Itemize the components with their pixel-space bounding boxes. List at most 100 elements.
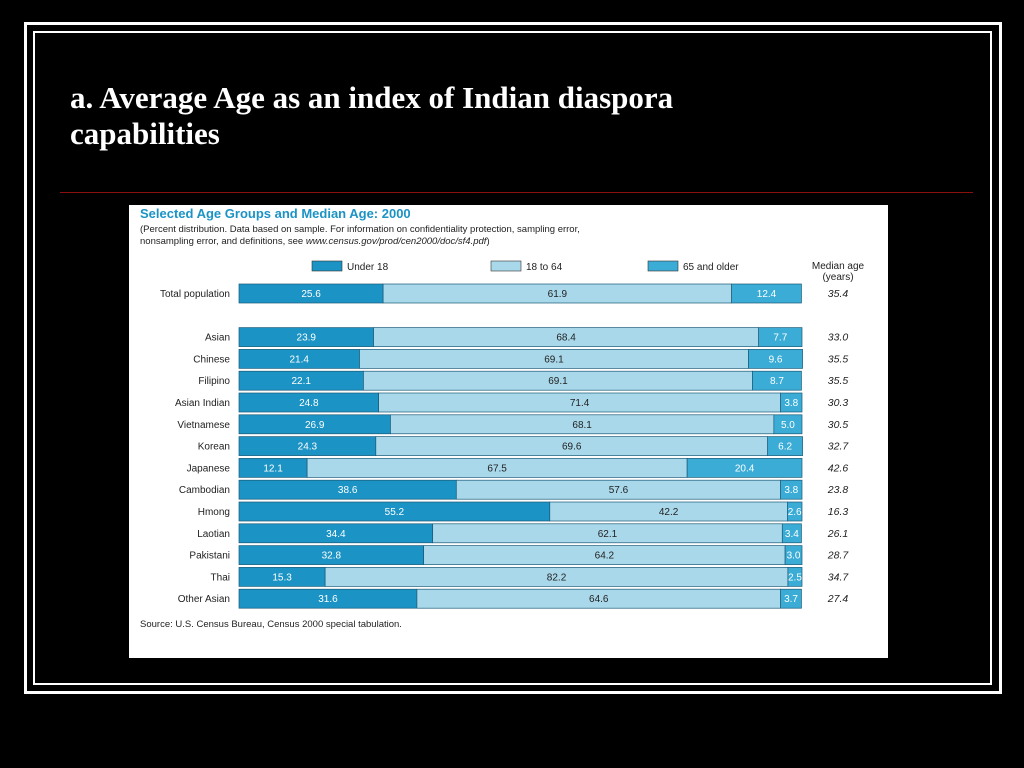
chart-subtitle-prefix: nonsampling error, and definitions, see <box>140 236 306 247</box>
value-label-other-asian-age18to64: 64.6 <box>589 594 609 605</box>
value-label-laotian-age18to64: 62.1 <box>598 529 618 540</box>
category-label-asian: Asian <box>205 333 230 344</box>
value-label-cambodian-under18: 38.6 <box>338 485 358 496</box>
bar-segment-filipino-age65plus <box>752 370 802 391</box>
bar-segment-cambodian-age65plus <box>780 479 803 500</box>
category-label-other-asian: Other Asian <box>178 594 230 605</box>
median-age-asian-indian: 30.3 <box>828 397 849 409</box>
bar-segment-vietnamese-age65plus <box>773 414 803 435</box>
value-label-korean-under18: 24.3 <box>298 442 318 453</box>
bar-segment-hmong-age65plus <box>787 501 803 522</box>
value-label-asian-indian-age18to64: 71.4 <box>570 398 590 409</box>
value-label-chinese-age65plus: 9.6 <box>769 354 783 365</box>
median-age-total-population: 35.4 <box>828 288 849 300</box>
value-label-pakistani-age65plus: 3.0 <box>787 551 801 562</box>
category-label-laotian: Laotian <box>197 529 230 540</box>
value-label-thai-under18: 15.3 <box>272 572 292 583</box>
median-age-asian: 33.0 <box>828 332 849 344</box>
category-label-korean: Korean <box>198 442 230 453</box>
median-age-vietnamese: 30.5 <box>828 419 849 431</box>
category-label-vietnamese: Vietnamese <box>177 420 230 431</box>
slide-title-line-1: a. Average Age as an index of Indian dia… <box>70 80 674 115</box>
chart-source: Source: U.S. Census Bureau, Census 2000 … <box>140 619 402 630</box>
value-label-japanese-age65plus: 20.4 <box>735 463 755 474</box>
value-label-total-population-under18: 25.6 <box>301 289 321 300</box>
chart-title: Selected Age Groups and Median Age: 2000 <box>140 206 411 221</box>
bar-segment-pakistani-age65plus <box>784 545 803 565</box>
value-label-cambodian-age65plus: 3.8 <box>784 485 798 496</box>
median-age-korean: 32.7 <box>828 441 850 453</box>
value-label-asian-indian-age65plus: 3.8 <box>784 398 798 409</box>
bar-segment-total-population-age65plus <box>731 283 802 304</box>
value-label-pakistani-under18: 32.8 <box>322 551 342 562</box>
value-label-laotian-age65plus: 3.4 <box>785 529 799 540</box>
value-label-chinese-age18to64: 69.1 <box>544 354 564 365</box>
value-label-korean-age65plus: 6.2 <box>778 442 792 453</box>
median-age-laotian: 26.1 <box>827 528 848 540</box>
value-label-thai-age18to64: 82.2 <box>547 572 567 583</box>
chart-subtitle-line-1: (Percent distribution. Data based on sam… <box>140 224 580 235</box>
bar-segment-korean-age65plus <box>767 436 803 456</box>
value-label-hmong-age18to64: 42.2 <box>659 507 679 518</box>
value-label-thai-age65plus: 2.5 <box>788 572 802 583</box>
median-age-japanese: 42.6 <box>828 462 849 474</box>
median-age-header-line-2: (years) <box>822 272 853 283</box>
value-label-asian-age18to64: 68.4 <box>556 333 576 344</box>
category-label-filipino: Filipino <box>198 376 230 387</box>
legend-label-under-18: Under 18 <box>347 262 389 273</box>
slide-border-outer <box>24 22 1002 694</box>
value-label-vietnamese-age18to64: 68.1 <box>572 420 592 431</box>
value-label-japanese-under18: 12.1 <box>263 463 283 474</box>
category-label-cambodian: Cambodian <box>179 485 230 496</box>
category-label-japanese: Japanese <box>187 463 231 474</box>
value-label-japanese-age18to64: 67.5 <box>487 463 507 474</box>
bar-segment-chinese-age65plus <box>748 349 803 369</box>
chart-panel: Selected Age Groups and Median Age: 2000… <box>129 205 888 658</box>
bar-segment-japanese-age65plus <box>686 458 803 478</box>
value-label-filipino-age65plus: 8.7 <box>770 376 784 387</box>
legend-swatch-under-18 <box>311 260 343 272</box>
value-label-total-population-age65plus: 12.4 <box>757 289 777 300</box>
value-label-total-population-age18to64: 61.9 <box>548 289 568 300</box>
value-label-laotian-under18: 34.4 <box>326 529 346 540</box>
slide-border-inner <box>33 31 992 685</box>
median-age-other-asian: 27.4 <box>827 593 849 605</box>
category-label-asian-indian: Asian Indian <box>175 398 230 409</box>
value-label-korean-age18to64: 69.6 <box>562 442 582 453</box>
legend-swatch-65-and-older <box>647 260 679 272</box>
value-label-vietnamese-age65plus: 5.0 <box>781 420 795 431</box>
chart-subtitle-line-2: nonsampling error, and definitions, see … <box>140 236 490 247</box>
legend-swatch-18-to-64 <box>490 260 522 272</box>
category-label-pakistani: Pakistani <box>189 551 230 562</box>
value-label-other-asian-age65plus: 3.7 <box>784 594 798 605</box>
value-label-filipino-age18to64: 69.1 <box>548 376 568 387</box>
category-label-total-population: Total population <box>160 289 230 300</box>
stacked-bar-chart: Selected Age Groups and Median Age: 2000… <box>140 206 865 630</box>
median-age-filipino: 35.5 <box>828 375 849 387</box>
legend-label-18-to-64: 18 to 64 <box>526 262 563 273</box>
value-label-asian-age65plus: 7.7 <box>773 333 787 344</box>
slide-title-line-2: capabilities <box>70 116 220 151</box>
value-label-vietnamese-under18: 26.9 <box>305 420 325 431</box>
category-label-thai: Thai <box>211 572 230 583</box>
value-label-asian-under18: 23.9 <box>297 333 317 344</box>
chart-rows: Total population 25.6 61.9 12.4 35.4 Asian 23.… <box>160 283 850 609</box>
category-label-hmong: Hmong <box>198 507 230 518</box>
value-label-hmong-age65plus: 2.6 <box>788 507 802 518</box>
value-label-hmong-under18: 55.2 <box>385 507 405 518</box>
chart-subtitle-suffix: ) <box>486 236 489 247</box>
chart-subtitle-link: www.census.gov/prod/cen2000/doc/sf4.pdf <box>306 236 488 247</box>
median-age-chinese: 35.5 <box>828 353 849 365</box>
bar-segment-laotian-age65plus <box>781 523 802 544</box>
median-age-cambodian: 23.8 <box>827 484 849 496</box>
slide-title: a. Average Age as an index of Indian dia… <box>70 80 950 152</box>
median-age-header-line-1: Median age <box>812 261 865 272</box>
value-label-asian-indian-under18: 24.8 <box>299 398 319 409</box>
value-label-chinese-under18: 21.4 <box>290 354 310 365</box>
value-label-filipino-under18: 22.1 <box>291 376 311 387</box>
bar-segment-thai-age65plus <box>787 567 803 587</box>
title-divider <box>60 192 973 193</box>
bar-segment-other-asian-age65plus <box>780 588 802 609</box>
value-label-other-asian-under18: 31.6 <box>318 594 338 605</box>
category-label-chinese: Chinese <box>193 354 230 365</box>
